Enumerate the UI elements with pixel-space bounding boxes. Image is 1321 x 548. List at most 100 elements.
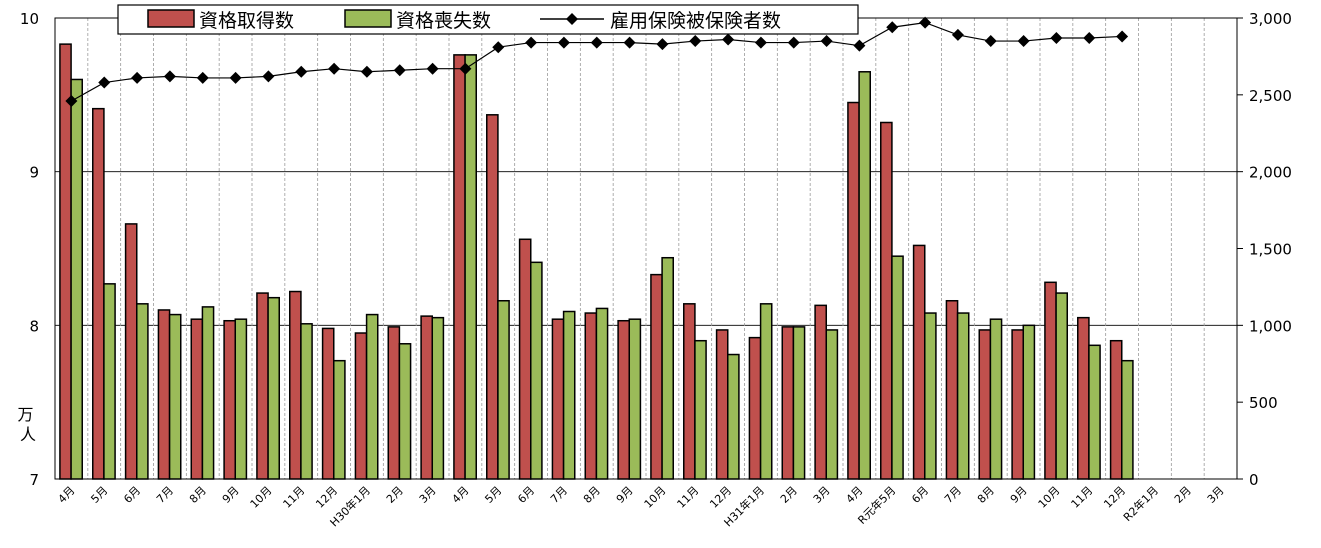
- bar-acquired: [387, 326, 401, 480]
- marker-insured: [360, 65, 373, 78]
- bar-acquired: [190, 318, 204, 480]
- x-tick-label: 7月: [548, 484, 570, 506]
- legend-swatch-acquired: [147, 9, 195, 28]
- bar-acquired: [978, 329, 992, 480]
- x-tick-label: 3月: [1205, 484, 1227, 506]
- bar-acquired: [223, 319, 237, 480]
- bar-acquired: [486, 114, 499, 480]
- x-tick-label: 12月: [1101, 484, 1128, 511]
- bar-acquired: [420, 315, 434, 480]
- x-tick-label: 9月: [1008, 484, 1030, 506]
- bar-lost: [398, 343, 412, 480]
- y-left-tick-label: 9: [29, 164, 39, 182]
- x-tick-label: 11月: [281, 484, 308, 511]
- bar-acquired: [584, 312, 598, 480]
- marker-insured: [656, 38, 669, 51]
- y-right-tick-label: 1,000: [1249, 317, 1292, 335]
- legend-marker-insured: [566, 13, 578, 25]
- marker-insured: [131, 71, 144, 84]
- marker-insured: [1083, 31, 1096, 44]
- marker-insured: [951, 28, 964, 41]
- x-tick-label: 4月: [56, 484, 78, 506]
- x-tick-label: 9月: [220, 484, 242, 506]
- x-tick-label: 7月: [154, 484, 176, 506]
- bar-acquired: [157, 309, 171, 480]
- bar-lost: [759, 303, 773, 480]
- bar-lost: [168, 313, 182, 480]
- y-left-tick-label: 10: [20, 10, 39, 28]
- marker-insured: [229, 71, 242, 84]
- bars-layer: [59, 43, 1134, 480]
- bar-acquired: [1011, 329, 1025, 480]
- marker-insured: [459, 62, 472, 75]
- bar-acquired: [354, 332, 368, 480]
- x-tick-label: 3月: [417, 484, 439, 506]
- x-tick-label: 8月: [975, 484, 997, 506]
- marker-insured: [557, 36, 570, 49]
- x-tick-label: 6月: [909, 484, 931, 506]
- marker-insured: [98, 76, 111, 89]
- y-right-tick-label: 2,500: [1249, 87, 1292, 105]
- bar-lost: [792, 326, 806, 480]
- bar-acquired: [650, 273, 663, 480]
- marker-insured: [787, 36, 800, 49]
- bar-lost: [989, 318, 1003, 480]
- marker-insured: [590, 36, 603, 49]
- bar-lost: [530, 261, 543, 480]
- x-tick-label: 12月: [707, 484, 734, 511]
- marker-insured: [722, 33, 735, 46]
- marker-insured: [328, 62, 341, 75]
- bar-lost: [497, 299, 510, 480]
- legend: 資格取得数 資格喪失数 雇用保険被保険者数: [117, 4, 859, 35]
- bar-lost: [694, 339, 707, 480]
- marker-insured: [295, 65, 308, 78]
- x-tick-label: 2月: [1172, 484, 1194, 506]
- bar-lost: [628, 318, 642, 480]
- bar-lost: [333, 359, 346, 480]
- x-tick-label: 12月: [313, 484, 340, 511]
- x-tick-label: 10月: [1036, 484, 1063, 511]
- legend-swatch-lost: [344, 9, 392, 28]
- marker-insured: [525, 36, 538, 49]
- bar-lost: [267, 296, 281, 480]
- x-tick-label: 4月: [844, 484, 866, 506]
- bar-lost: [727, 353, 740, 480]
- bar-acquired: [715, 329, 729, 480]
- bar-lost: [1088, 344, 1101, 480]
- grid-layer: [55, 17, 1237, 479]
- x-tick-label: 10月: [642, 484, 669, 511]
- bar-lost: [661, 256, 675, 480]
- marker-insured: [1116, 30, 1129, 43]
- y-left-tick-label: 7: [29, 471, 39, 489]
- marker-insured: [754, 36, 767, 49]
- bar-lost: [431, 316, 445, 480]
- bar-acquired: [1044, 281, 1057, 480]
- marker-insured: [426, 62, 439, 75]
- bar-lost: [136, 303, 149, 480]
- bar-lost: [858, 71, 872, 480]
- x-tick-label: 3月: [811, 484, 833, 506]
- marker-insured: [984, 35, 997, 48]
- legend-box: [117, 4, 859, 35]
- x-tick-label: 7月: [942, 484, 964, 506]
- bar-acquired: [453, 54, 466, 480]
- bar-acquired: [92, 107, 105, 480]
- bar-lost: [891, 255, 904, 480]
- y-right-tick-label: 2,000: [1249, 164, 1292, 182]
- bar-acquired: [59, 43, 72, 480]
- x-tick-label: 4月: [450, 484, 472, 506]
- marker-insured: [623, 36, 636, 49]
- x-tick-label: 11月: [675, 484, 702, 511]
- marker-insured: [689, 35, 702, 48]
- marker-insured: [886, 21, 899, 34]
- y-right-tick-label: 0: [1249, 471, 1259, 489]
- legend-label-insured: 雇用保険被保険者数: [610, 10, 781, 32]
- marker-insured: [820, 35, 833, 48]
- y-axis-unit-char-1: 万: [17, 405, 33, 424]
- marker-insured: [65, 94, 78, 107]
- marker-insured: [163, 70, 176, 83]
- bar-acquired: [912, 244, 926, 480]
- bar-lost: [595, 307, 609, 480]
- bar-acquired: [518, 238, 532, 480]
